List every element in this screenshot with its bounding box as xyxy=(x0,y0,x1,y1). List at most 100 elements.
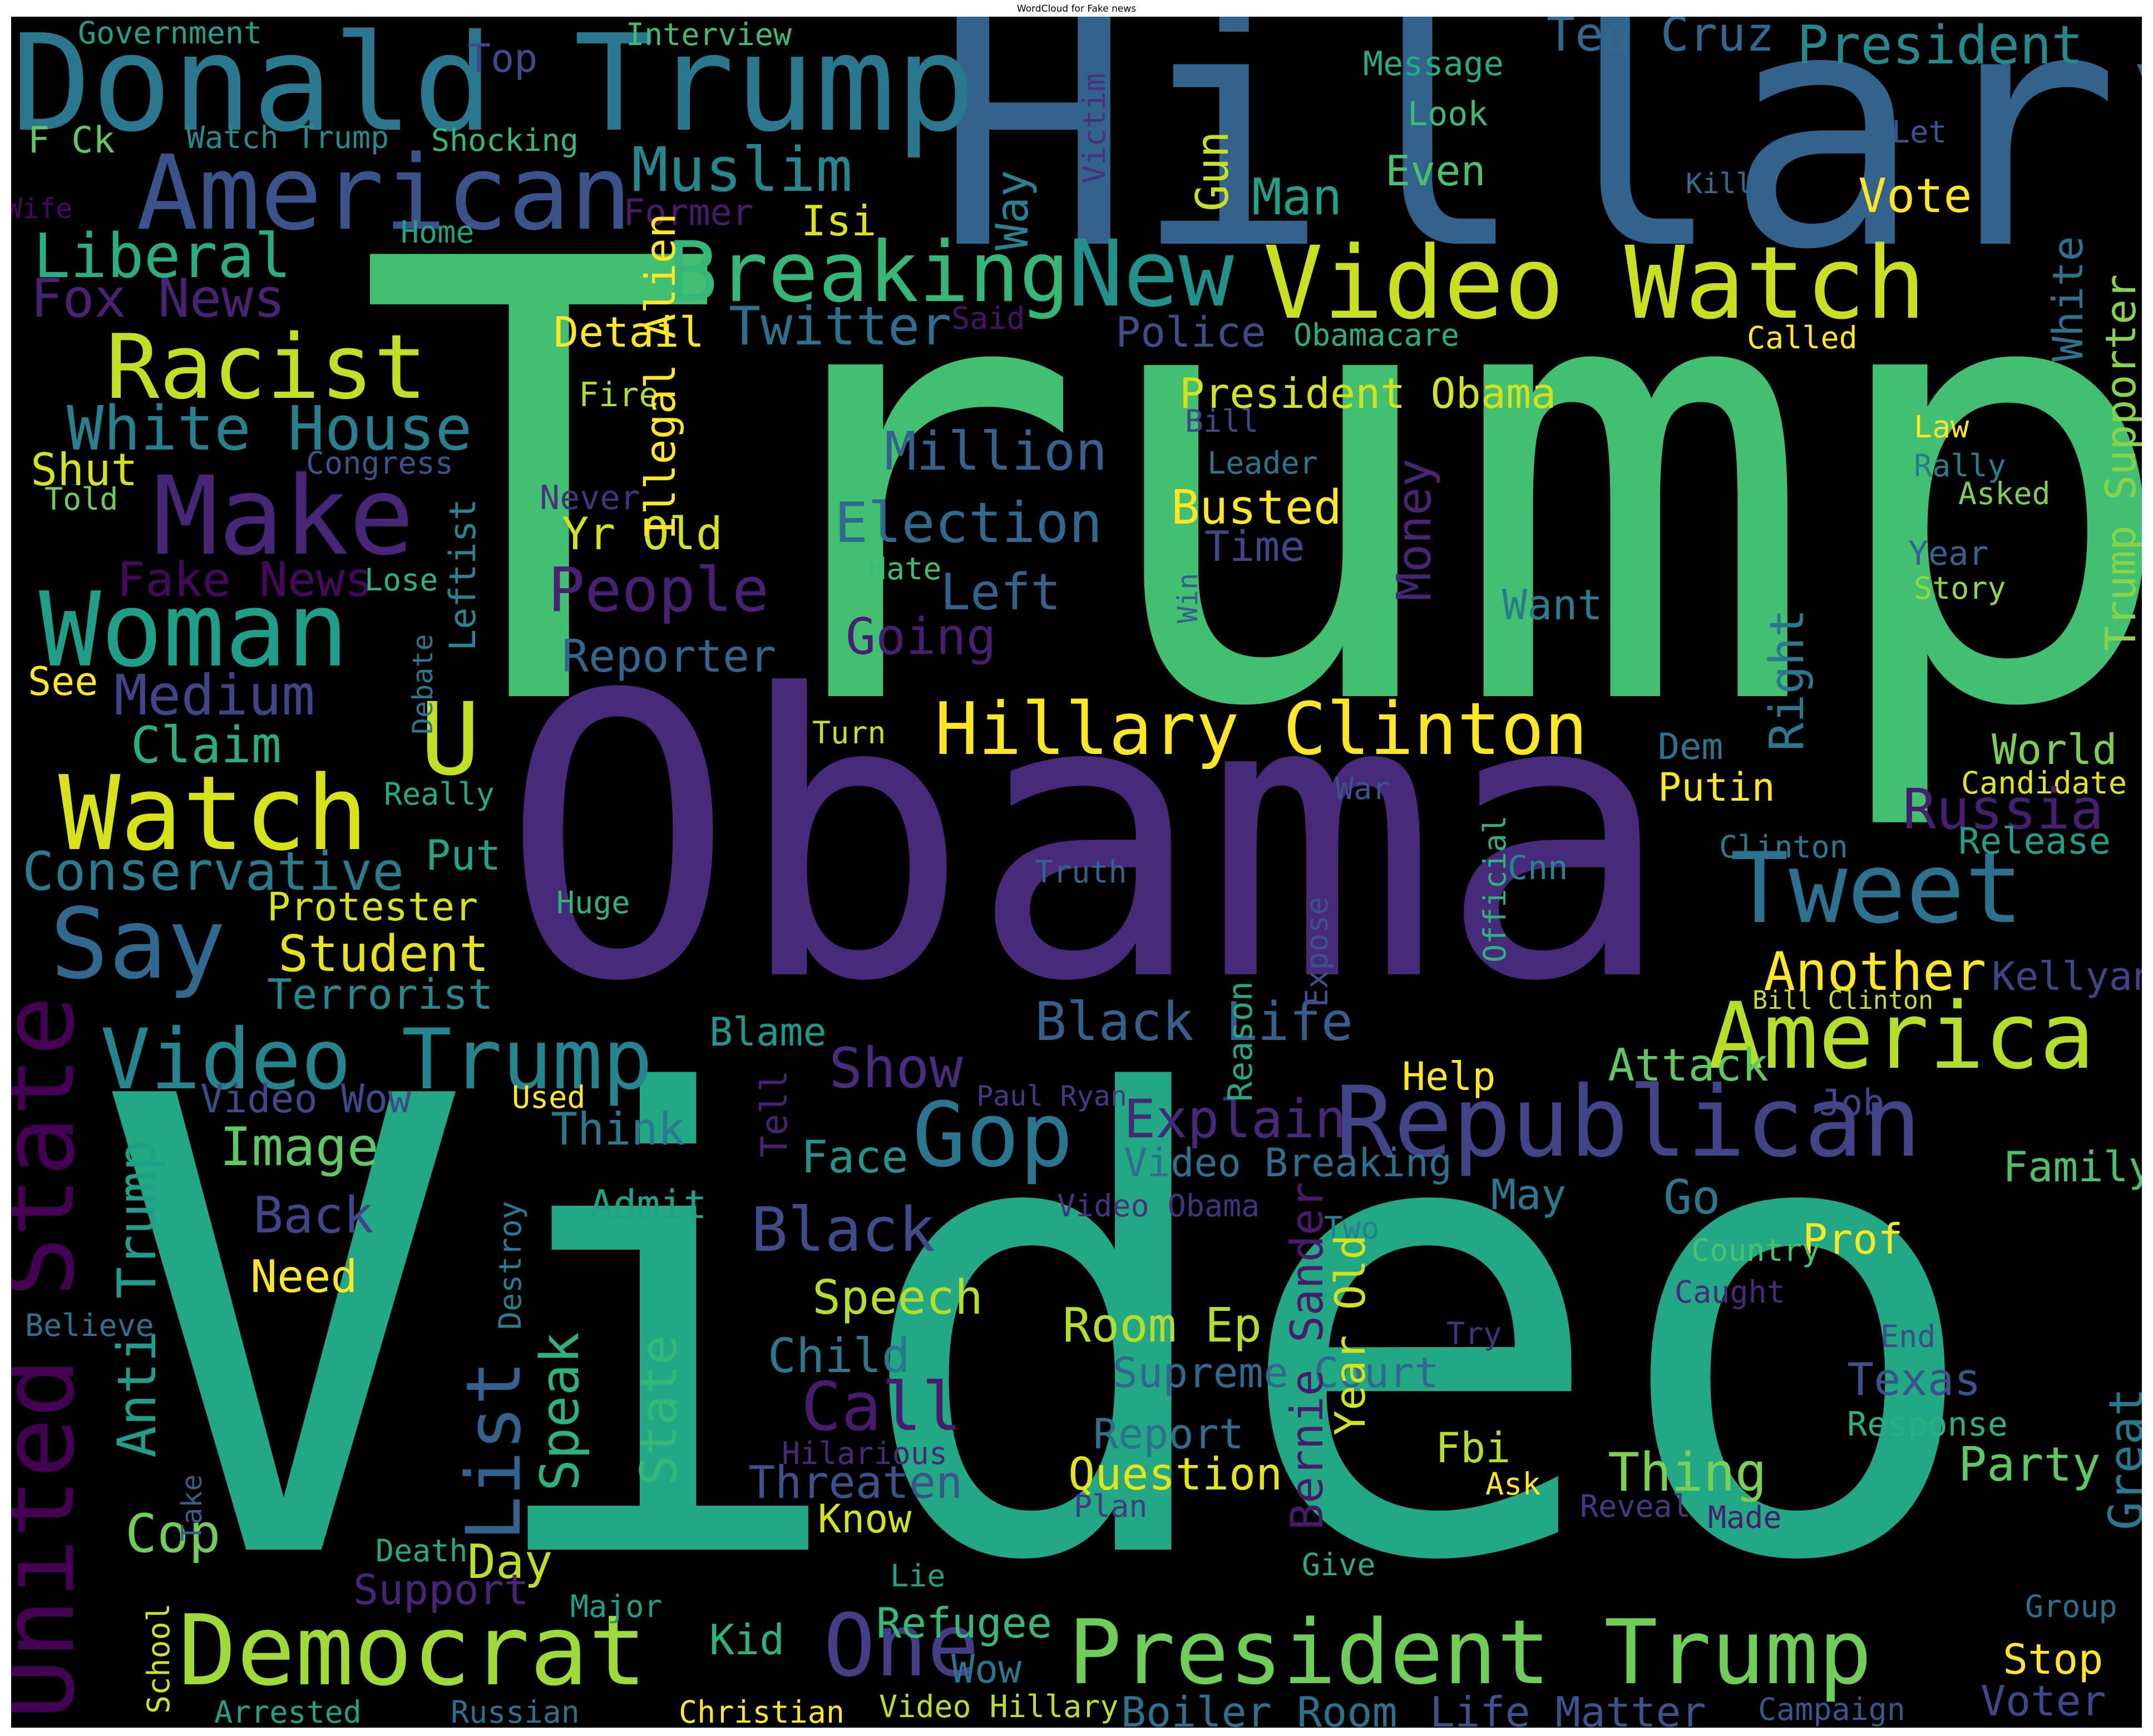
word: Government xyxy=(78,17,263,51)
word: Admit xyxy=(590,1182,707,1227)
word-cloud: Trump Video Obama Hillary Donald Trump A… xyxy=(11,17,2142,1728)
word: Reason xyxy=(1221,981,1260,1102)
word: Leader xyxy=(1207,445,1318,481)
word: Victim xyxy=(1076,73,1112,184)
word: Trump xyxy=(356,134,2142,840)
word: Fox News xyxy=(31,268,285,329)
word: Voter xyxy=(1981,1676,2106,1725)
word: Candidate xyxy=(1961,765,2127,801)
word: See xyxy=(28,659,98,704)
word: Video Obama xyxy=(1057,1188,1260,1224)
word: Let xyxy=(1892,114,1947,150)
word: Home xyxy=(401,214,475,250)
word: Day xyxy=(467,1535,553,1590)
word: American xyxy=(136,133,633,253)
word: Video Breaking xyxy=(1124,1140,1453,1186)
word: Turn xyxy=(812,715,886,751)
word: President xyxy=(1797,17,2083,76)
word: Russia xyxy=(1903,777,2104,842)
word: Major xyxy=(570,1589,663,1624)
word: President Trump xyxy=(1068,1600,1872,1704)
word: Look xyxy=(1408,95,1488,134)
word: Gun xyxy=(1187,131,1238,212)
word: Destroy xyxy=(492,1201,528,1330)
word: Official xyxy=(1477,815,1513,963)
word: Black Life xyxy=(1035,992,1353,1053)
word: Stop xyxy=(2003,1635,2103,1684)
word: Medium xyxy=(114,663,315,728)
word: Never xyxy=(540,479,640,517)
word: Prof xyxy=(1803,1215,1903,1264)
word: State xyxy=(630,1335,688,1486)
word: Yr Old xyxy=(562,508,723,560)
word: Christian xyxy=(679,1694,845,1728)
word: Video Hillary xyxy=(879,1689,1119,1724)
word: Supreme Court xyxy=(1113,1348,1439,1397)
word: Rally xyxy=(1914,448,2006,484)
word: Detail xyxy=(554,308,704,357)
word: Used xyxy=(512,1079,586,1115)
word: Time xyxy=(1204,522,1305,571)
word: Truth xyxy=(1035,854,1127,890)
word: Busted xyxy=(1171,480,1342,535)
word: Black xyxy=(751,1194,936,1265)
word: Great xyxy=(2099,1388,2142,1530)
word: Tweet xyxy=(1730,832,2023,945)
word: Make xyxy=(153,453,414,579)
word: Law xyxy=(1914,409,1969,445)
word: Message xyxy=(1363,45,1504,83)
word: Country xyxy=(1691,1232,1820,1268)
word: Putin xyxy=(1658,765,1775,810)
word: Response xyxy=(1847,1405,2008,1444)
word: Cop xyxy=(125,1503,221,1565)
word: Kellyanne Conway xyxy=(1992,954,2142,999)
word: Former xyxy=(623,192,754,234)
word: Video xyxy=(95,966,1987,1698)
word: Kid xyxy=(709,1615,785,1664)
word: Campaign xyxy=(1758,1691,1905,1727)
word: Image xyxy=(220,1117,379,1178)
word: Interview xyxy=(626,17,792,52)
word: Attack xyxy=(1608,1039,1769,1091)
word: Video Watch xyxy=(1263,225,1927,342)
word: Report xyxy=(1093,1409,1244,1458)
word: Top xyxy=(467,36,538,81)
word: Video Trump xyxy=(100,1012,653,1108)
word: Obama xyxy=(501,613,1673,1067)
word: List xyxy=(450,1360,537,1541)
word: Student xyxy=(278,925,490,983)
word: Group xyxy=(2025,1589,2117,1624)
chart-title: WordCloud for Fake news xyxy=(1016,3,1137,14)
word: Way xyxy=(986,170,1038,251)
word: Story xyxy=(1914,570,2006,606)
word: Said xyxy=(951,300,1025,336)
word: Death xyxy=(376,1533,468,1569)
word: Trump Supporter xyxy=(2096,274,2142,651)
word: School xyxy=(141,1603,176,1714)
word: Watch xyxy=(58,753,368,874)
word: Tell xyxy=(754,1070,796,1157)
word: Year xyxy=(1908,534,1989,573)
word: Even xyxy=(1385,146,1486,195)
word: Question xyxy=(1068,1448,1283,1500)
word: Blame xyxy=(709,1009,827,1055)
word: Million xyxy=(885,421,1108,482)
word: Lie xyxy=(890,1558,946,1594)
word: Lose xyxy=(364,562,438,598)
word: F Ck xyxy=(28,120,115,161)
word: Call xyxy=(801,1369,962,1446)
word: World xyxy=(1992,725,2117,774)
word: Woman xyxy=(39,570,349,690)
word: Breaking xyxy=(668,224,1070,321)
word: People xyxy=(548,554,769,625)
word: White xyxy=(2043,236,2092,362)
word: Take xyxy=(176,1474,208,1541)
word: Hillary Clinton xyxy=(935,687,1588,771)
word: Really xyxy=(384,776,495,812)
word: Left xyxy=(940,563,1061,622)
word: Back xyxy=(253,1186,374,1245)
word: Say xyxy=(50,888,226,1001)
word: Give xyxy=(1302,1547,1376,1582)
word: Ask xyxy=(1485,1466,1541,1502)
word: Obamacare xyxy=(1293,317,1460,353)
